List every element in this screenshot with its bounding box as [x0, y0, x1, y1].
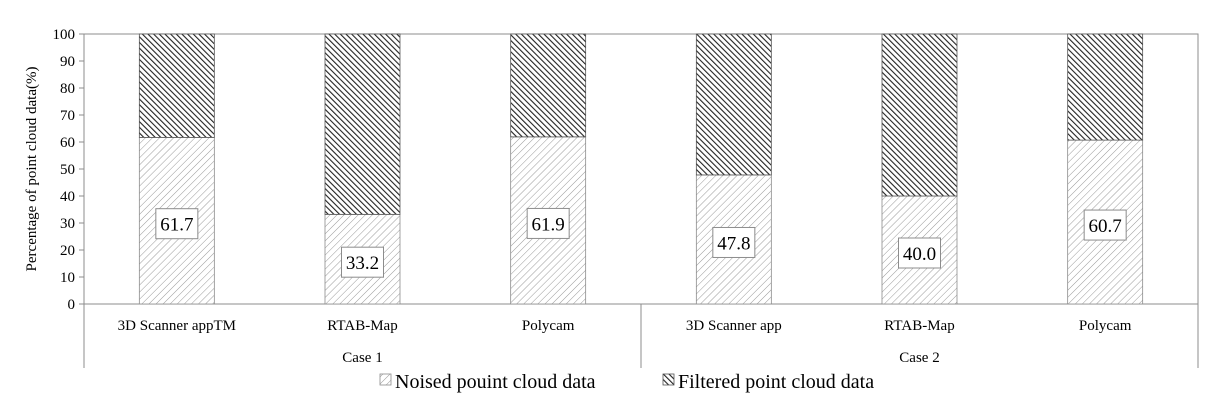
x-category-label: 3D Scanner app: [686, 318, 782, 334]
data-label: 61.7: [160, 215, 193, 236]
x-category-label: RTAB-Map: [884, 318, 954, 334]
y-tick-label: 90: [60, 54, 75, 70]
data-label: 33.2: [346, 253, 379, 274]
bar-filtered: [1067, 33, 1144, 141]
y-tick-label: 50: [60, 162, 75, 178]
bar-filtered: [695, 33, 772, 176]
bar-filtered: [324, 33, 401, 215]
data-label: 60.7: [1089, 216, 1122, 237]
y-tick-label: 10: [60, 270, 75, 286]
data-label: 40.0: [903, 244, 936, 265]
plot-area: [83, 33, 1199, 305]
group-label: Case 2: [899, 350, 939, 366]
y-tick-label: 100: [53, 27, 76, 43]
legend-swatch: [662, 373, 675, 386]
legend-label: Filtered point cloud data: [678, 371, 874, 393]
data-label: 61.9: [532, 214, 565, 235]
group-label: Case 1: [342, 350, 382, 366]
data-label-box: [155, 208, 199, 240]
data-label-box: [898, 237, 941, 269]
y-tick-label: 0: [68, 297, 76, 313]
data-label-box: [1083, 209, 1127, 241]
bar-filtered: [138, 33, 215, 138]
bar-filtered: [881, 33, 958, 197]
legend-swatch: [379, 373, 392, 386]
y-tick-label: 70: [60, 108, 75, 124]
data-label: 47.8: [717, 233, 750, 254]
y-tick-label: 40: [60, 189, 75, 205]
y-tick-label: 20: [60, 243, 75, 259]
x-category-label: RTAB-Map: [327, 318, 397, 334]
legend-label: Noised pouint cloud data: [395, 371, 596, 393]
data-label-box: [341, 246, 384, 278]
y-tick-label: 60: [60, 135, 75, 151]
y-axis-label: Percentage of point cloud data(%): [24, 67, 40, 272]
data-label-box: [526, 207, 570, 239]
bar-filtered: [510, 33, 587, 138]
y-tick-label: 80: [60, 81, 75, 97]
x-category-label: Polycam: [522, 318, 575, 334]
data-label-box: [712, 226, 756, 258]
y-tick-label: 30: [60, 216, 75, 232]
x-category-label: 3D Scanner appTM: [118, 318, 236, 334]
x-category-label: Polycam: [1079, 318, 1132, 334]
